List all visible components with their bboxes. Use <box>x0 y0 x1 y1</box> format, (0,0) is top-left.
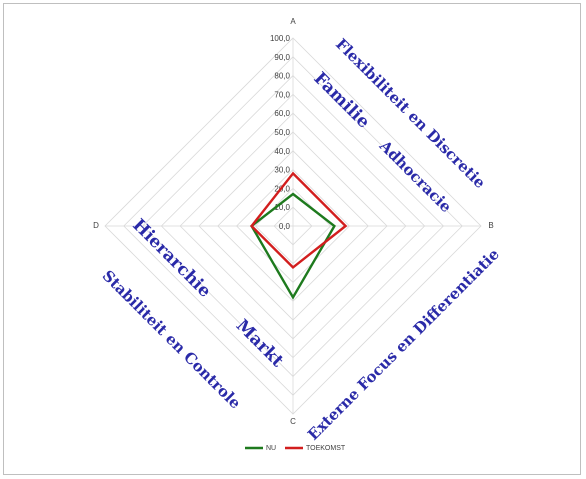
quadrant-label-hierarchie: Hierarchie <box>128 215 215 302</box>
series-line-nu <box>250 192 336 300</box>
legend-label-nu: NU <box>266 445 276 452</box>
tick-label: 20,0 <box>274 184 290 193</box>
tick-label: 40,0 <box>274 147 290 156</box>
axis-labels: A B C D <box>93 17 494 426</box>
tick-label: 10,0 <box>274 203 290 212</box>
tick-label: 70,0 <box>274 90 290 99</box>
tick-label: 90,0 <box>274 53 290 62</box>
tick-label: 0,0 <box>279 222 291 231</box>
tick-label: 80,0 <box>274 72 290 81</box>
axis-label-b: B <box>488 221 493 230</box>
axis-label-d: D <box>93 221 99 230</box>
legend-label-toekomst: TOEKOMST <box>306 445 346 452</box>
series-layer <box>249 171 348 300</box>
tick-label: 50,0 <box>274 128 290 137</box>
quadrant-label-stabiliteit: Stabiliteit en Controle <box>99 267 245 413</box>
chart-frame <box>3 3 581 475</box>
quadrant-labels: Familie Flexibiliteit en Discretie Adhoc… <box>98 35 503 444</box>
tick-label: 30,0 <box>274 166 290 175</box>
tick-label: 60,0 <box>274 109 290 118</box>
axis-label-c: C <box>290 417 296 426</box>
series-line-toekomst <box>249 171 348 270</box>
radial-tick-labels: 0,0 10,0 20,0 30,0 40,0 50,0 60,0 70,0 80,0 90,0 1… <box>270 34 291 231</box>
quadrant-label-externe: Externe Focus en Differentiatie <box>304 245 503 444</box>
radar-grid <box>104 37 482 415</box>
axis-label-a: A <box>290 17 296 26</box>
tick-label: 100,0 <box>270 34 291 43</box>
legend: NU TOEKOMST <box>245 445 346 452</box>
